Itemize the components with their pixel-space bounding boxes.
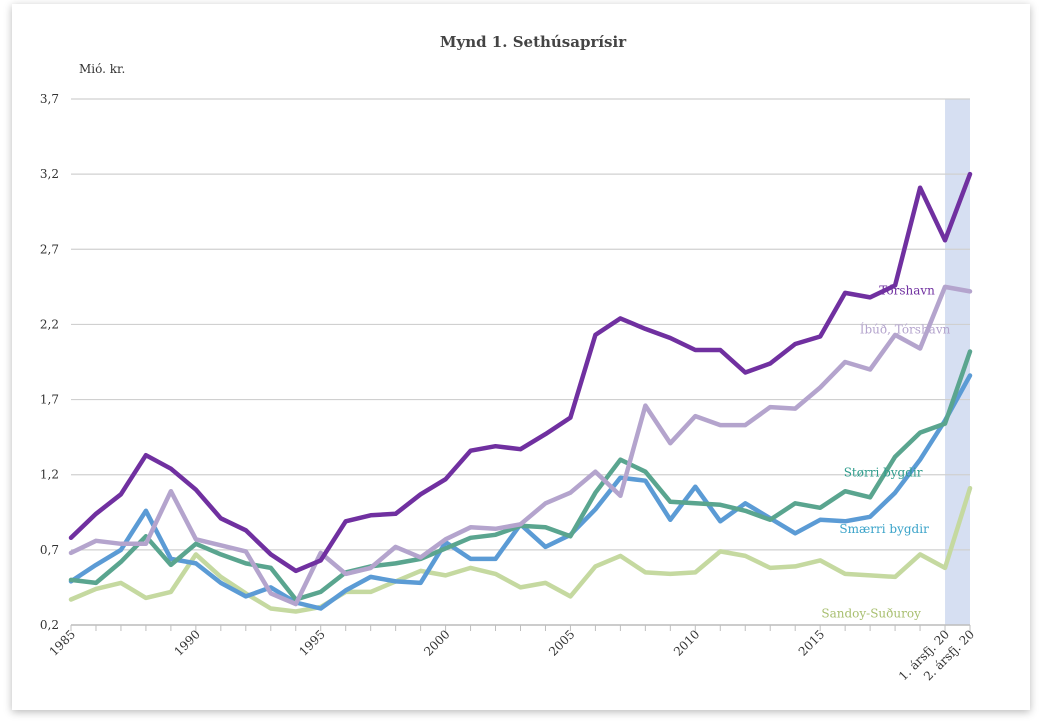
x-tick-label: 2005 xyxy=(546,627,577,658)
series-line xyxy=(68,171,973,574)
y-tick-label: 1,7 xyxy=(40,393,59,407)
y-tick-label: 1,2 xyxy=(40,468,59,482)
series-label: Størri bygdir xyxy=(844,465,923,479)
x-tick-label: 2000 xyxy=(421,627,452,658)
y-tick-label: 0,7 xyxy=(40,543,59,557)
y-tick-label: 2,2 xyxy=(40,317,59,331)
series-lines xyxy=(68,171,973,614)
x-tick-label: 1995 xyxy=(296,627,327,658)
series-label: Tórshavn xyxy=(879,283,935,297)
series-label: Smærri bygdir xyxy=(839,522,929,536)
chart-title: Mynd 1. Sethúsaprísir xyxy=(440,33,627,51)
y-tick-label: 3,2 xyxy=(40,167,59,181)
x-tick-label: 1990 xyxy=(171,627,202,658)
x-tick-label: 2015 xyxy=(796,627,827,658)
series-labels: Tórshavn Íbúð, Tórshavn Størri bygdir Smærr… xyxy=(821,283,950,620)
x-tick-label: 2010 xyxy=(671,627,702,658)
y-axis-unit-label: Mió. kr. xyxy=(79,62,125,76)
series-label: Íbúð, Tórshavn xyxy=(860,321,951,336)
chart-card: 3,7 3,2 2,7 2,2 1,7 1,2 0,7 0,2 1985 1990 1995 2000… xyxy=(12,4,1030,710)
series-line xyxy=(68,373,973,611)
y-tick-label: 0,2 xyxy=(40,618,59,632)
y-tick-label: 2,7 xyxy=(40,242,59,256)
y-tick-label: 3,7 xyxy=(40,92,59,106)
series-line xyxy=(68,284,973,607)
series-label: Sandoy-Suðuroy xyxy=(821,606,921,620)
series-line xyxy=(68,485,973,614)
